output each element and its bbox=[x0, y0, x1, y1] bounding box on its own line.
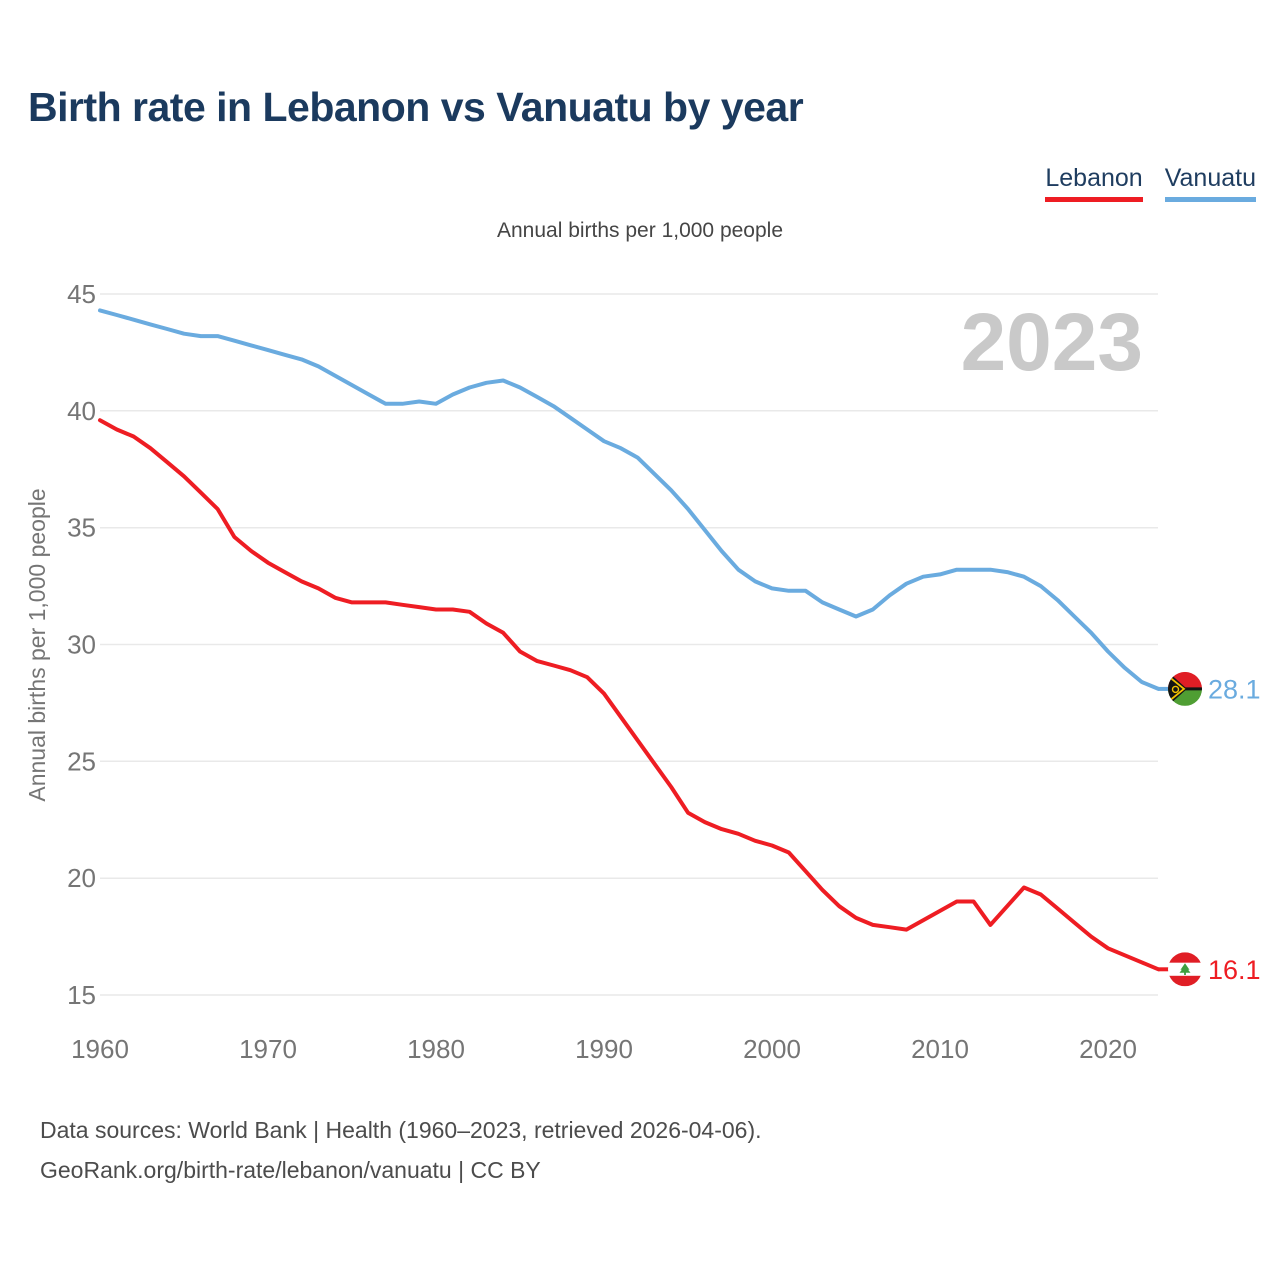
footer-sources: Data sources: World Bank | Health (1960–… bbox=[40, 1117, 762, 1143]
x-tick-label: 1970 bbox=[239, 1034, 297, 1064]
watermark-year: 2023 bbox=[961, 297, 1143, 388]
end-value-label-vanuatu: 28.1 bbox=[1208, 674, 1261, 704]
x-tick-label: 2000 bbox=[743, 1034, 801, 1064]
y-tick-label: 20 bbox=[67, 863, 96, 893]
y-tick-label: 25 bbox=[67, 746, 96, 776]
x-tick-label: 2020 bbox=[1079, 1034, 1137, 1064]
legend-label-vanuatu: Vanuatu bbox=[1164, 164, 1256, 192]
x-tick-label: 2010 bbox=[911, 1034, 969, 1064]
flag-lebanon-icon bbox=[1168, 952, 1202, 987]
y-tick-label: 35 bbox=[67, 513, 96, 543]
page-title: Birth rate in Lebanon vs Vanuatu by year bbox=[28, 84, 804, 130]
footer-link: GeoRank.org/birth-rate/lebanon/vanuatu |… bbox=[40, 1157, 541, 1183]
legend-underline-lebanon bbox=[1045, 197, 1143, 202]
series-line-vanuatu bbox=[98, 308, 1161, 691]
flag-vanuatu-icon bbox=[1168, 671, 1202, 706]
legend-item-lebanon[interactable]: Lebanon bbox=[1045, 164, 1143, 202]
y-tick-label: 45 bbox=[67, 279, 96, 309]
legend-item-vanuatu[interactable]: Vanuatu bbox=[1164, 164, 1256, 202]
x-tick-label: 1990 bbox=[575, 1034, 633, 1064]
y-axis-title: Annual births per 1,000 people bbox=[24, 488, 50, 801]
legend-label-lebanon: Lebanon bbox=[1045, 164, 1143, 192]
y-tick-label: 30 bbox=[67, 630, 96, 660]
legend-underline-vanuatu bbox=[1164, 197, 1256, 202]
x-tick-label: 1960 bbox=[71, 1034, 129, 1064]
y-tick-label: 15 bbox=[67, 980, 96, 1010]
y-tick-label: 40 bbox=[67, 396, 96, 426]
chart-subtitle: Annual births per 1,000 people bbox=[496, 219, 784, 242]
x-tick-label: 1980 bbox=[407, 1034, 465, 1064]
end-value-label-lebanon: 16.1 bbox=[1208, 955, 1261, 985]
series-line-lebanon bbox=[98, 418, 1161, 972]
legend: Lebanon Vanuatu bbox=[1045, 164, 1256, 202]
footer: Data sources: World Bank | Health (1960–… bbox=[40, 1110, 762, 1190]
